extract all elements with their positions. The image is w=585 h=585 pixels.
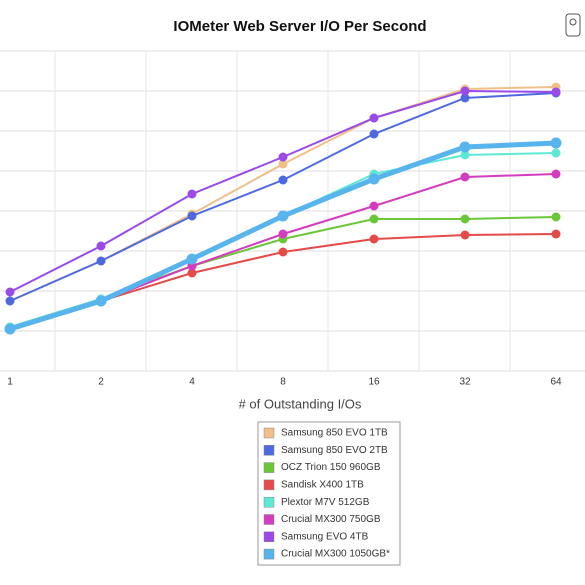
- data-point: [4, 323, 16, 335]
- series-line: [9, 86, 557, 302]
- data-point: [5, 287, 15, 297]
- x-tick-label: 16: [368, 377, 380, 388]
- data-point: [459, 141, 471, 153]
- legend-swatch: [263, 548, 275, 560]
- x-tick-label: 2: [98, 377, 104, 388]
- legend-label: Plextor M7V 512GB: [281, 497, 370, 508]
- legend-label: OCZ Trion 150 960GB: [281, 462, 381, 473]
- data-point: [550, 137, 562, 149]
- x-axis-label: # of Outstanding I/Os: [239, 396, 362, 411]
- legend-label: Sandisk X400 1TB: [281, 480, 364, 491]
- legend-swatch: [263, 496, 275, 508]
- data-point: [551, 148, 561, 158]
- legend-swatch: [263, 479, 275, 491]
- data-point: [369, 113, 379, 123]
- data-point: [187, 189, 197, 199]
- data-point: [278, 247, 288, 257]
- x-tick-label: 1: [7, 377, 13, 388]
- data-point: [95, 295, 107, 307]
- data-point: [5, 296, 15, 306]
- data-point: [96, 256, 106, 266]
- legend-label: Samsung 850 EVO 2TB: [281, 445, 388, 456]
- data-point: [278, 229, 288, 239]
- data-point: [187, 268, 197, 278]
- legend-swatch: [263, 531, 275, 543]
- legend-swatch: [263, 445, 275, 456]
- legend-swatch: [263, 514, 275, 525]
- data-point: [460, 150, 470, 160]
- data-point: [460, 214, 470, 224]
- data-point: [460, 93, 470, 103]
- data-point: [551, 87, 561, 97]
- data-point: [551, 229, 561, 239]
- legend-swatch: [263, 462, 275, 473]
- data-point: [187, 211, 197, 221]
- data-point: [368, 173, 380, 185]
- legend-swatch: [263, 427, 275, 439]
- x-tick-label: 32: [459, 377, 471, 388]
- series-line: [9, 92, 557, 302]
- data-point: [551, 212, 561, 222]
- plot-area: [0, 50, 585, 372]
- data-point: [551, 169, 561, 179]
- x-tick-label: 64: [550, 377, 562, 388]
- icon: [565, 13, 581, 37]
- legend-box: [257, 421, 401, 566]
- legend-label: Crucial MX300 1050GB*: [281, 549, 390, 560]
- series-line: [9, 89, 557, 293]
- data-point: [278, 159, 288, 169]
- x-tick-label: 8: [280, 377, 286, 388]
- chart-title: IOMeter Web Server I/O Per Second: [173, 18, 426, 35]
- legend-label: Crucial MX300 750GB: [281, 514, 381, 525]
- data-point: [369, 234, 379, 244]
- data-point: [460, 86, 470, 96]
- data-point: [460, 230, 470, 240]
- data-point: [278, 152, 288, 162]
- legend-label: Samsung 850 EVO 1TB: [281, 428, 388, 439]
- data-point: [460, 172, 470, 182]
- data-point: [186, 253, 198, 265]
- data-point: [96, 241, 106, 251]
- data-point: [369, 214, 379, 224]
- data-point: [369, 201, 379, 211]
- data-point: [278, 175, 288, 185]
- x-tick-label: 4: [189, 377, 195, 388]
- legend-label: Samsung EVO 4TB: [281, 531, 369, 542]
- data-point: [277, 210, 289, 222]
- data-point: [369, 129, 379, 139]
